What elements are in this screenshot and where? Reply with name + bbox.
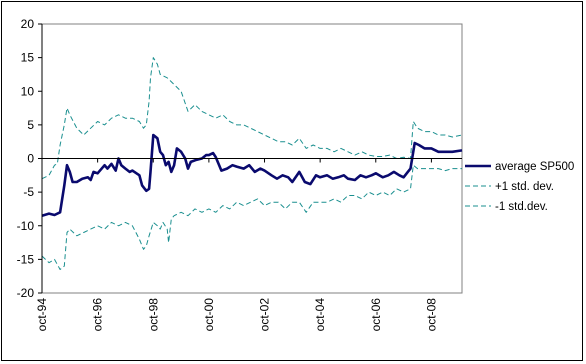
legend-label: -1 std.dev.	[495, 201, 548, 213]
y-tick-label: -20	[17, 286, 35, 300]
series-line-2	[41, 164, 462, 270]
x-tick-label: oct-94	[35, 298, 49, 332]
y-tick-label: 0	[27, 152, 34, 166]
legend: average SP500 +1 std. dev. -1 std.dev.	[465, 161, 574, 213]
x-tick-label: oct-00	[202, 298, 216, 332]
series-layer	[41, 57, 463, 270]
x-axis: oct-94 oct-96 oct-98 oct-00 oct-02 oct-04 oct-…	[35, 158, 438, 332]
legend-label: average SP500	[495, 161, 574, 173]
series-line-1	[41, 57, 463, 180]
x-tick-label: oct-98	[146, 298, 160, 332]
y-tick-label: -15	[17, 252, 35, 266]
y-tick-label: -5	[23, 185, 34, 199]
y-tick-label: 10	[21, 84, 35, 98]
x-tick-label: oct-06	[369, 298, 383, 332]
y-tick-label: 15	[21, 51, 35, 65]
y-tick-label: 20	[21, 17, 35, 31]
x-tick-label: oct-08	[424, 298, 438, 332]
y-tick-label: 5	[27, 118, 34, 132]
y-axis: 20 15 10 5 0 -5 -10 -15 -20	[17, 17, 42, 300]
x-tick-label: oct-02	[258, 298, 272, 332]
x-tick-label: oct-04	[313, 298, 327, 332]
y-tick-label: -10	[17, 219, 35, 233]
series-line-0	[41, 133, 463, 217]
legend-label: +1 std. dev.	[495, 181, 554, 193]
x-tick-label: oct-96	[91, 298, 105, 332]
